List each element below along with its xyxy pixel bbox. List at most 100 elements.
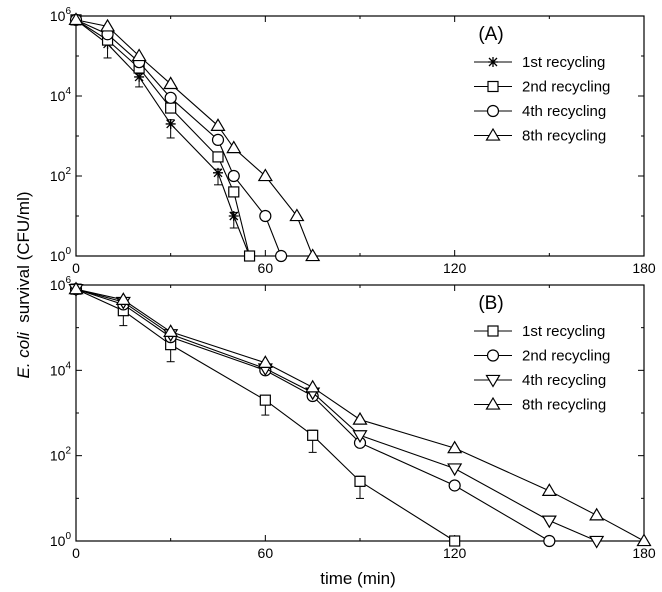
panel-b-series-line [75,288,597,542]
panel-b-point [543,534,556,548]
panel-a-point [289,208,305,222]
panel-b-point [305,379,321,393]
panel-a-legend-marker [488,57,498,67]
panel-b-legend-label: 8th recycling [522,397,606,414]
panel-b-y-tick-label: 102 [50,446,72,464]
panel-a-point [228,186,240,198]
panel-b-x-tick-label: 0 [72,545,80,561]
panel-a-legend-label: 8th recycling [522,128,606,145]
panel-b-y-tick-label: 106 [50,275,72,293]
panel-a-x-tick-label: 180 [632,260,656,276]
x-axis-label: time (min) [320,569,396,588]
y-axis-label-units: survival (CFU/ml) [14,191,33,322]
panel-a-point [228,211,239,221]
panel-b-x-tick-label: 60 [258,545,274,561]
panel-b-point [352,430,368,443]
panel-b-point [448,479,461,492]
panel-a-point [163,76,179,90]
panel-b-legend-item: 4th recycling [474,372,606,389]
panel-a-point [305,248,321,262]
panel-b-x-tick-label: 120 [443,545,467,561]
panel-a-series-line [75,19,314,257]
panel-a-point [165,102,177,114]
panel-b-legend-marker [485,396,501,410]
panel-b-point [589,535,605,549]
panel-a-label: (A) [478,24,503,45]
panel-b-series-2 [69,283,556,548]
panel-a-legend-item: 2nd recycling [474,79,610,96]
panel-b-point [449,535,461,547]
panel-a-point [213,167,223,178]
panel-b-point [257,355,273,368]
panel-b-series-line [75,288,550,542]
panel-b-label: (B) [478,293,503,314]
panel-a-point [227,169,240,183]
panel-a-legend-marker [486,104,500,118]
panel-a-legend-marker [485,127,501,141]
panel-b-legend-label: 1st recycling [522,323,605,340]
panel-a: 0 60 120 180 100 102 104 106 (A) 1st recycling 2nd… [50,6,656,276]
panel-a-point [212,151,224,163]
panel-b-point [447,463,463,477]
panel-a-point [226,140,242,154]
panel-a-legend-item: 8th recycling [474,128,606,145]
panel-a-point [257,168,273,182]
panel-a-legend-label: 2nd recycling [522,79,610,96]
panel-a-x-tick-label: 0 [72,260,80,276]
panel-b-point [259,394,271,406]
panel-a-x-tick-label: 60 [258,260,274,276]
panel-a-legend-item: 1st recycling [474,54,605,71]
panel-b-legend-marker [486,349,500,362]
panel-b-point [447,440,463,454]
panel-a-y-tick-label: 106 [50,6,72,24]
panel-b-legend-marker [485,374,501,388]
panel-b-series-line [75,288,645,542]
panel-b-legend-item: 8th recycling [474,397,606,414]
panel-b-y-tick-label: 100 [50,531,72,549]
panel-a-y-tick-label: 102 [50,166,72,184]
panel-a-series-4 [68,12,321,262]
panel-a-legend-item: 4th recycling [474,103,606,120]
y-axis-label: E. coli survival (CFU/ml) [14,191,33,378]
panel-a-series-line [75,19,282,257]
panel-b-y-tick-label: 104 [50,360,72,378]
panel-b-point [541,483,557,496]
panel-a-y-tick-label: 100 [50,246,72,264]
panel-b-series-4 [68,281,652,547]
panel-b-legend-label: 2nd recycling [522,348,610,365]
panel-a-point [275,249,288,263]
panel-a-point [210,118,226,131]
panel-a-legend-marker [487,80,499,93]
panel-a-point [100,18,116,32]
panel-b-point [352,411,368,425]
panel-b-legend-item: 1st recycling [474,323,605,340]
panel-a-point [211,133,225,146]
panel-b-point [163,324,179,337]
panel-b-x-tick-label: 180 [632,545,656,561]
panel-a-legend-label: 4th recycling [522,103,606,120]
panel-a-y-tick-label: 104 [50,86,72,104]
panel-b-point [541,515,557,529]
panel-b-series-1 [70,283,461,547]
panel-a-point [134,71,145,82]
panel-a-point [259,209,272,223]
y-axis-label-species: E. coli [14,331,33,379]
panel-a-point [243,250,256,262]
panel-a-x-tick-label: 120 [443,260,467,276]
panel-b-legend-label: 4th recycling [522,372,606,389]
panel-b: 0 60 120 180 100 102 104 106 (B) 1st recycling 2nd… [50,275,656,561]
panel-b-point [636,533,652,547]
panel-b-point [354,475,366,487]
panel-b-point [307,429,319,441]
panel-a-point [68,12,84,26]
panel-b-point [115,292,131,305]
panel-a-point [165,118,176,129]
y-axis-label-spacer [14,323,33,332]
panel-a-legend-label: 1st recycling [522,54,605,71]
panel-b-legend-item: 2nd recycling [474,348,610,365]
panel-b-point [589,507,605,521]
panel-b-legend-marker [487,325,499,337]
panel-a-point [164,91,177,104]
panel-a-series-3 [69,13,288,263]
